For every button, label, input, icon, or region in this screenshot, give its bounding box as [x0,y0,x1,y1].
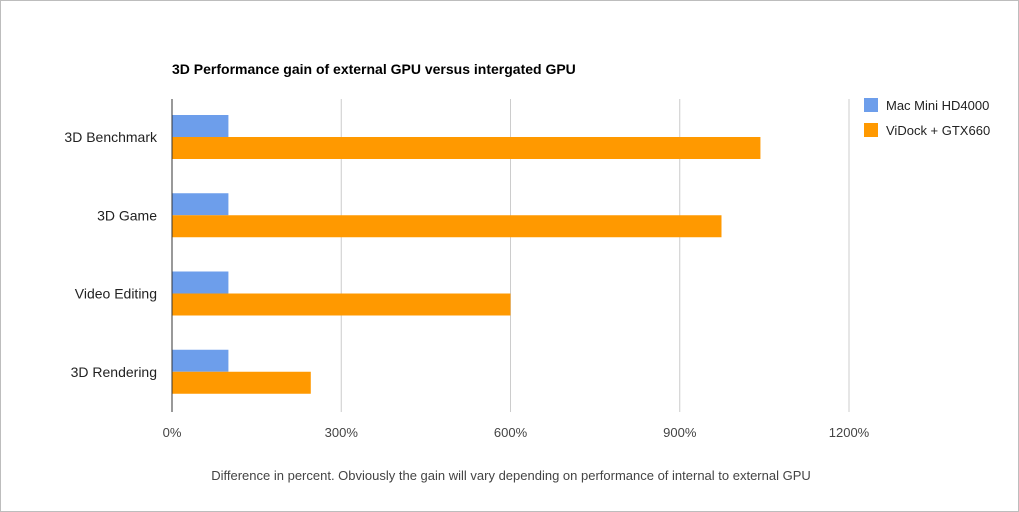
bar-gtx660[interactable] [172,137,761,159]
bars [172,115,761,394]
x-tick-label: 300% [325,425,359,440]
bar-gtx660[interactable] [172,293,511,316]
x-axis-label: Difference in percent. Obviously the gai… [211,468,811,483]
legend-label[interactable]: Mac Mini HD4000 [886,98,989,113]
bar-hd4000[interactable] [172,193,229,216]
x-tick-label: 0% [163,425,182,440]
legend-swatch [864,98,878,112]
x-tick-label: 600% [494,425,528,440]
category-label: Video Editing [75,286,157,302]
x-tick-label: 900% [663,425,697,440]
legend-swatch [864,123,878,137]
bar-hd4000[interactable] [172,271,229,294]
chart-title: 3D Performance gain of external GPU vers… [172,61,576,77]
bar-gtx660[interactable] [172,215,722,238]
legend-label[interactable]: ViDock + GTX660 [886,123,990,138]
category-label: 3D Rendering [71,364,157,380]
category-label: 3D Benchmark [64,129,158,145]
bar-hd4000[interactable] [172,115,229,137]
axes: 0% 300% 600% 900% 1200% 3D Benchmark 3D Game Vi… [64,99,870,440]
bar-gtx660[interactable] [172,371,311,394]
bar-hd4000[interactable] [172,349,229,372]
legend[interactable]: Mac Mini HD4000 ViDock + GTX660 [864,98,990,138]
category-label: 3D Game [97,207,157,223]
x-tick-label: 1200% [829,425,870,440]
